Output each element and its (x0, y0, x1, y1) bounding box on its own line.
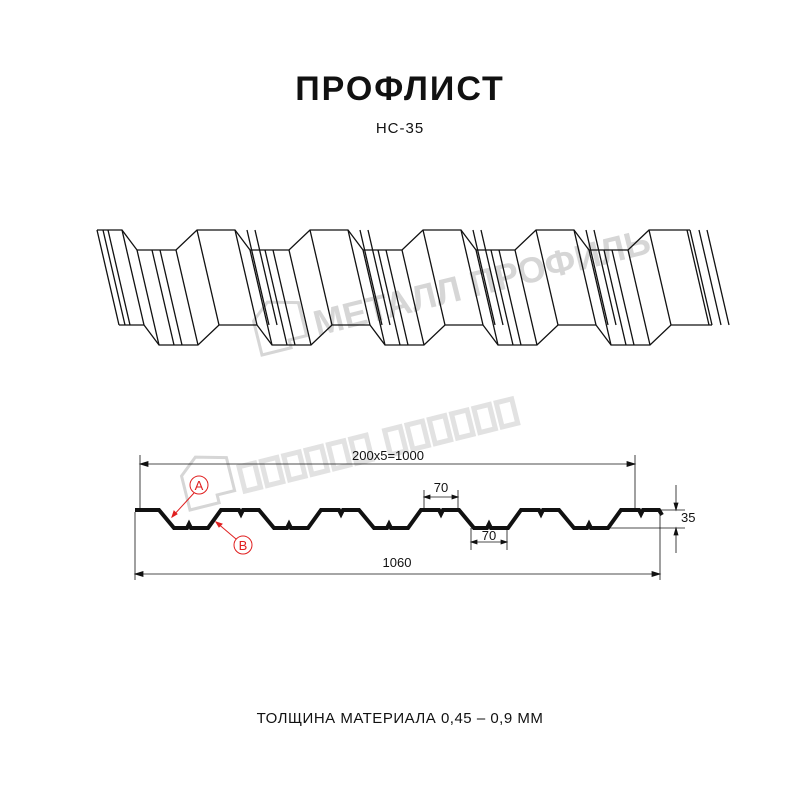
watermark-glyph-shape (403, 418, 432, 453)
sheet-fold-line (573, 229, 597, 326)
watermark-glyph-shape (235, 459, 264, 495)
sheet-fold-line (121, 229, 145, 326)
sheet-3d-view (96, 229, 730, 346)
watermark-glyph-shape (280, 448, 309, 484)
sheet-rib-line (159, 249, 183, 346)
sheet-rib-line (698, 229, 722, 326)
callout-b (214, 521, 253, 555)
callout-a-label: A (195, 478, 204, 493)
arrowheads (469, 539, 509, 545)
watermark-glyph-shape (448, 406, 477, 442)
watermark-glyph-shape (302, 443, 331, 478)
sheet-fold-line (196, 229, 220, 326)
cross-section: 200x5=1000 70 70 35 1060 A B (133, 448, 695, 580)
sheet-fold-line (234, 229, 258, 326)
page-title: ПРОФЛИСТ (295, 70, 505, 108)
watermark-lettering-shape (235, 395, 521, 495)
dim-height-label: 35 (681, 510, 695, 525)
sheet-rib-line (480, 229, 504, 326)
sheet-fold-line (689, 229, 713, 326)
sheet-fold-line (588, 249, 612, 346)
sheet-fold-line (460, 229, 484, 326)
sheet-rib-line (246, 229, 270, 326)
sheet-rib-line (107, 229, 131, 326)
sheet-fold-line (96, 229, 120, 326)
sheet-fold-line (362, 249, 386, 346)
arrowheads (422, 494, 460, 500)
profile-section (135, 508, 664, 530)
sheet-fold-line (175, 249, 199, 346)
dim-full-width-label: 1060 (383, 555, 412, 570)
arrowheads (138, 460, 637, 468)
sheet-rib-line (272, 249, 296, 346)
watermark-glyph-shape (381, 423, 410, 458)
sheet-fold-line (347, 229, 371, 326)
sheet-fold-line (422, 229, 446, 326)
sheet-fold-line (475, 249, 499, 346)
sheet-rib-line (254, 229, 278, 326)
sheet-fold-line (686, 229, 710, 326)
dim-bottom-width-label: 70 (482, 528, 496, 543)
sheet-rib-line (367, 229, 391, 326)
sheet-rib-line (490, 249, 514, 346)
material-thickness-note: ТОЛЩИНА МАТЕРИАЛА 0,45 – 0,9 ММ (256, 710, 544, 727)
sheet-rib-line (706, 229, 730, 326)
sheet-rib-line (264, 249, 288, 346)
sheet-fold-line (288, 249, 312, 346)
watermark-glyph-shape (347, 432, 376, 467)
sheet-rib-line (603, 249, 627, 346)
sheet-rib-line (585, 229, 609, 326)
sheet-fold-line (309, 229, 333, 326)
sheet-rib-line (385, 249, 409, 346)
sheet-rib-line (151, 249, 175, 346)
sheet-fold-line (249, 249, 273, 346)
sheet-rib-line (472, 229, 496, 326)
watermark-glyph-shape (470, 401, 499, 436)
sheet-rib-line (359, 229, 383, 326)
sheet-fold-line (535, 229, 559, 326)
watermark-glyph-shape (426, 412, 454, 447)
dim-pitch-label: 200x5=1000 (352, 448, 424, 463)
dim-top-width-label: 70 (434, 480, 448, 495)
sheet-fold-line (136, 249, 160, 346)
sheet-rib-line (498, 249, 522, 346)
watermark-glyph-shape (325, 437, 353, 472)
arrowheads (133, 570, 662, 578)
callout-a (171, 475, 209, 519)
arrowheads (673, 502, 679, 536)
sheet-rib-line (611, 249, 635, 346)
sheet-fold-line (514, 249, 538, 346)
sheet-fold-line (401, 249, 425, 346)
callout-b-label: B (239, 538, 248, 553)
watermark-glyph-shape (493, 395, 521, 431)
sheet-fold-line (648, 229, 672, 326)
watermark-glyph-shape (258, 454, 286, 489)
model-subtitle: НС-35 (375, 120, 425, 137)
watermark-logo-bottom (179, 395, 521, 512)
sheet-rib-line (593, 229, 617, 326)
sheet-fold-line (627, 249, 651, 346)
sheet-rib-line (377, 249, 401, 346)
sheet-rib-line (102, 229, 126, 326)
